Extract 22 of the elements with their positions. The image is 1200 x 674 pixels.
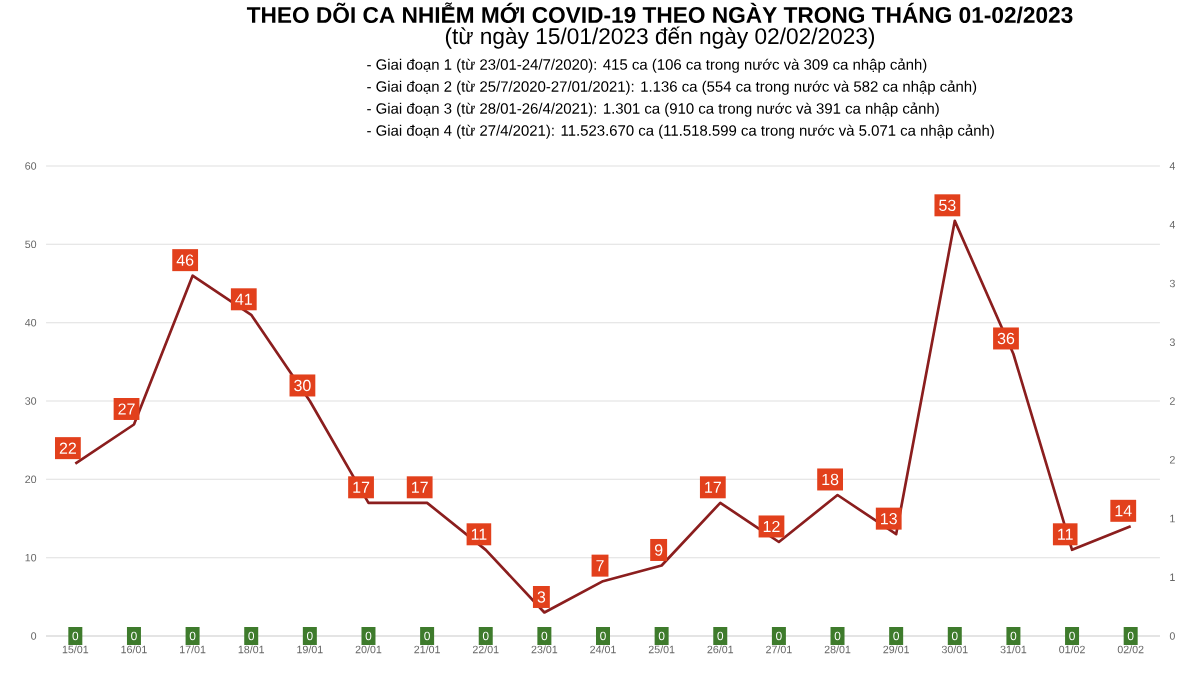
data-label: 11 — [471, 528, 487, 540]
data-label: 7 — [596, 560, 604, 572]
data-label: 18 — [822, 473, 839, 486]
data-label: 22 — [59, 442, 76, 454]
data-label: 12 — [763, 520, 780, 533]
data-label: 41 — [235, 293, 252, 305]
data-label: 30 — [294, 379, 311, 392]
data-label: 53 — [939, 199, 956, 211]
data-label: 46 — [176, 254, 194, 266]
data-label: 17 — [353, 481, 370, 493]
data-label: 3 — [537, 591, 546, 603]
data-label: 11 — [1058, 528, 1073, 540]
data-label: 13 — [881, 512, 897, 525]
chart-title: THEO DÕI CA NHIỄM MỚI COVID-19 THEO NGÀY TRONG THÁNG 01-02/2023 — [246, 2, 1073, 24]
data-label: 17 — [411, 481, 428, 493]
data-label: 17 — [705, 481, 721, 493]
data-label: 27 — [118, 403, 135, 415]
line-series — [73, 219, 1133, 614]
data-label: 36 — [997, 332, 1015, 345]
data-label: 9 — [654, 544, 663, 556]
data-label: 14 — [1115, 505, 1132, 517]
chart-subtitle: (từ ngày 15/01/2023 đến ngày 02/02/2023) — [445, 26, 875, 49]
